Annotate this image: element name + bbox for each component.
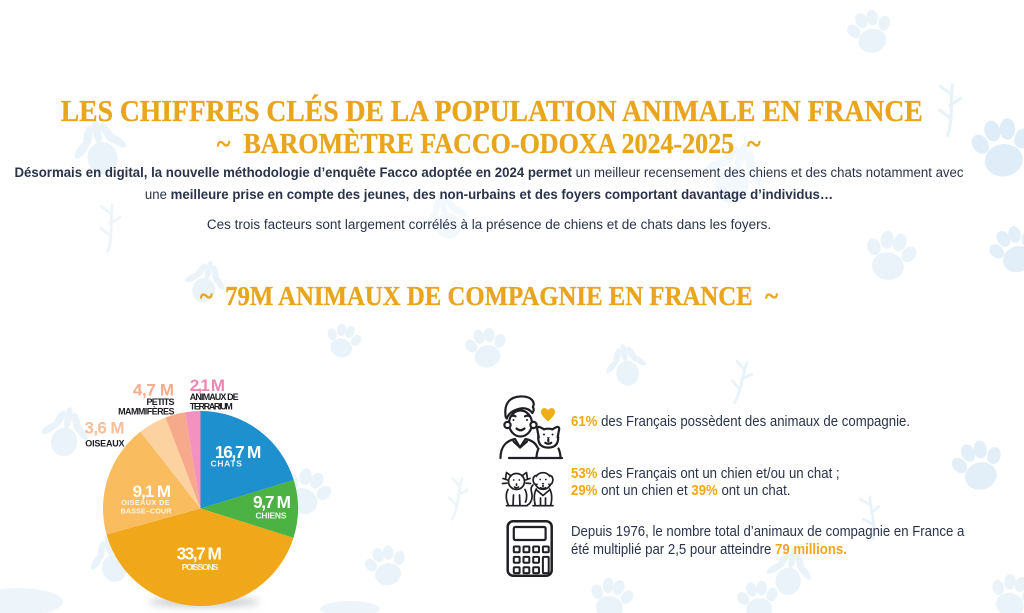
svg-text:BASSE–COUR: BASSE–COUR (121, 507, 173, 516)
svg-text:9,1 M: 9,1 M (133, 482, 171, 501)
svg-text:9,7 M: 9,7 M (253, 492, 291, 512)
svg-text:ANIMAUX DE: ANIMAUX DE (190, 392, 239, 402)
svg-text:3,6 M: 3,6 M (85, 419, 125, 438)
svg-text:OISEAUX DE: OISEAUX DE (121, 498, 170, 507)
svg-text:MAMMIFÈRES: MAMMIFÈRES (118, 407, 174, 417)
svg-text:TERRARIUM: TERRARIUM (190, 402, 233, 412)
svg-text:CHIENS: CHIENS (256, 511, 287, 521)
svg-text:POISSONS: POISSONS (182, 562, 219, 572)
svg-text:4,7 M: 4,7 M (133, 381, 174, 400)
svg-text:CHATS: CHATS (211, 459, 243, 469)
svg-text:PETITS: PETITS (147, 397, 175, 407)
svg-text:33,7 M: 33,7 M (177, 544, 222, 564)
svg-text:16,7 M: 16,7 M (215, 442, 262, 462)
svg-text:OISEAUX: OISEAUX (85, 438, 124, 448)
svg-text:2,1 M: 2,1 M (190, 376, 225, 395)
